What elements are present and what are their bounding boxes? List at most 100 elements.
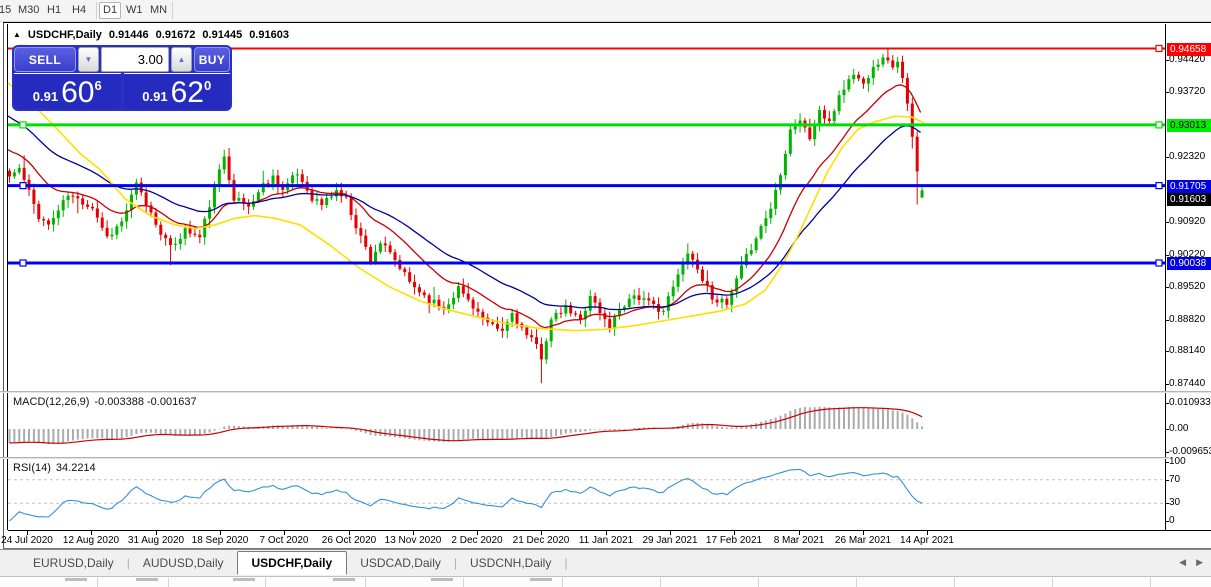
- ohlc-low: 0.91445: [202, 28, 243, 41]
- price-axis-label: 0.88140: [1169, 345, 1211, 357]
- period-button-h4[interactable]: H4: [72, 4, 87, 16]
- date-axis-tick: [799, 531, 800, 535]
- hline-handle[interactable]: [19, 259, 27, 267]
- macd-label: MACD(12,26,9) -0.003388 -0.001637: [13, 396, 197, 408]
- macd-pane-splitter[interactable]: [0, 391, 1211, 393]
- date-axis-tick: [734, 531, 735, 535]
- date-axis-label: 13 Nov 2020: [384, 535, 442, 546]
- volume-decrease-button[interactable]: ▼: [78, 47, 99, 72]
- terminal-column-separator: [168, 578, 169, 587]
- tab-scroll-left-icon[interactable]: ◀: [1179, 557, 1187, 567]
- price-axis-label: 0.90920: [1169, 216, 1211, 228]
- hline-handle[interactable]: [1155, 259, 1163, 267]
- plot-right-border: [1165, 24, 1166, 530]
- sell-price-sup: 6: [94, 78, 102, 93]
- tab-scroll-right-icon[interactable]: ▶: [1196, 557, 1203, 567]
- period-button-mn[interactable]: MN: [150, 4, 168, 16]
- period-button-d1[interactable]: D1: [99, 2, 122, 19]
- terminal-cut-text: [65, 578, 87, 581]
- rsi-label: RSI(14) 34.2214: [13, 462, 96, 474]
- price-axis-tick: [1165, 351, 1169, 352]
- one-click-trading-panel: SELL ▼ ▲ BUY 0.91 60 6 0.91 62 0: [12, 45, 232, 111]
- buy-quote[interactable]: 0.91 62 0: [123, 73, 230, 109]
- tab-usdcnh[interactable]: USDCNH,Daily: [470, 556, 552, 570]
- tab-audusd[interactable]: AUDUSD,Daily: [142, 556, 224, 570]
- terminal-panel-edge: [0, 576, 1211, 587]
- sell-quote[interactable]: 0.91 60 6: [14, 73, 121, 109]
- terminal-column-separator: [97, 578, 98, 587]
- macd-axis-label: 0.010933: [1169, 397, 1211, 409]
- date-axis-tick: [349, 531, 350, 535]
- tab-eurusd[interactable]: EURUSD,Daily: [33, 556, 114, 570]
- volume-input[interactable]: [101, 47, 169, 72]
- hline-handle[interactable]: [1155, 121, 1163, 129]
- date-axis-label: 26 Oct 2020: [321, 535, 377, 546]
- chart-tab-bar: EURUSD,Daily | AUDUSD,Daily USDCHF,Daily USD…: [0, 549, 1211, 576]
- terminal-cut-text: [530, 578, 552, 581]
- terminal-column-separator: [660, 578, 661, 587]
- date-axis-label: 12 Aug 2020: [62, 535, 120, 546]
- date-axis-tick: [284, 531, 285, 535]
- sell-button[interactable]: SELL: [14, 47, 76, 72]
- hline-handle[interactable]: [1155, 182, 1163, 190]
- price-level-label: 0.91705: [1167, 180, 1211, 193]
- sell-price-big: 60: [61, 76, 95, 109]
- window-bottom-frame: [3, 548, 1211, 549]
- macd-axis-tick: [1165, 429, 1169, 430]
- sell-price-prefix: 0.91: [32, 89, 59, 104]
- rsi-pane-splitter[interactable]: [0, 457, 1211, 459]
- buy-button[interactable]: BUY: [194, 47, 230, 72]
- rsi-axis-tick: [1165, 503, 1169, 504]
- terminal-cut-text: [333, 578, 355, 581]
- hline-handle[interactable]: [1155, 44, 1163, 53]
- chart-title: ▲ USDCHF,Daily 0.91446 0.91672 0.91445 0…: [13, 28, 289, 41]
- date-axis-label: 29 Jan 2021: [642, 535, 698, 546]
- terminal-cut-text: [136, 578, 158, 581]
- period-button-w1[interactable]: W1: [126, 4, 143, 16]
- hline-handle[interactable]: [19, 121, 27, 129]
- period-button-15[interactable]: 15: [0, 4, 12, 16]
- volume-increase-button[interactable]: ▲: [171, 47, 192, 72]
- one-click-collapse-icon[interactable]: ▲: [13, 30, 21, 39]
- hline-support-1[interactable]: [8, 182, 1165, 190]
- rsi-axis-tick: [1165, 521, 1169, 522]
- rsi-axis-label: 70: [1169, 474, 1211, 486]
- price-axis-label: 0.93720: [1169, 86, 1211, 98]
- price-axis-tick: [1165, 222, 1169, 223]
- ma-slow-line[interactable]: [7, 82, 925, 332]
- ohlc-open: 0.91446: [108, 28, 149, 41]
- price-level-label: 0.94658: [1167, 43, 1211, 56]
- date-axis-label: 17 Feb 2021: [705, 535, 763, 546]
- price-axis-tick: [1165, 92, 1169, 93]
- ma-fast-line[interactable]: [7, 84, 922, 329]
- terminal-column-separator: [463, 578, 464, 587]
- plot-bottom-border: [8, 530, 1211, 531]
- price-axis-tick: [1165, 287, 1169, 288]
- date-axis-tick: [863, 531, 864, 535]
- macd-values: -0.003388 -0.001637: [94, 396, 197, 408]
- price-level-label: 0.90038: [1167, 257, 1211, 270]
- tab-usdchf[interactable]: USDCHF,Daily: [236, 550, 348, 575]
- hline-handle[interactable]: [19, 182, 27, 190]
- tab-usdcad[interactable]: USDCAD,Daily: [360, 556, 441, 570]
- toolbar-separator: [96, 2, 97, 19]
- tab-scroll-arrows: ◀ ▶: [1179, 557, 1203, 568]
- terminal-column-separator: [758, 578, 759, 587]
- date-axis-tick: [27, 531, 28, 535]
- period-button-h1[interactable]: H1: [47, 4, 62, 16]
- terminal-column-separator: [954, 578, 955, 587]
- macd-axis-tick: [1165, 452, 1169, 453]
- period-button-m30[interactable]: M30: [18, 4, 40, 16]
- date-axis-tick: [606, 531, 607, 535]
- price-axis-label: 0.94420: [1169, 54, 1211, 66]
- hline-support-2[interactable]: [8, 259, 1165, 267]
- rsi-axis-tick: [1165, 480, 1169, 481]
- price-axis-tick: [1165, 255, 1169, 256]
- terminal-column-separator: [1052, 578, 1053, 587]
- macd-signal-line: [9, 407, 923, 444]
- plot-left-border: [7, 24, 8, 530]
- price-axis-tick: [1165, 60, 1169, 61]
- hline-mid-resistance[interactable]: [8, 121, 1165, 129]
- rsi-axis-label: 0: [1169, 515, 1211, 527]
- date-axis-tick: [156, 531, 157, 535]
